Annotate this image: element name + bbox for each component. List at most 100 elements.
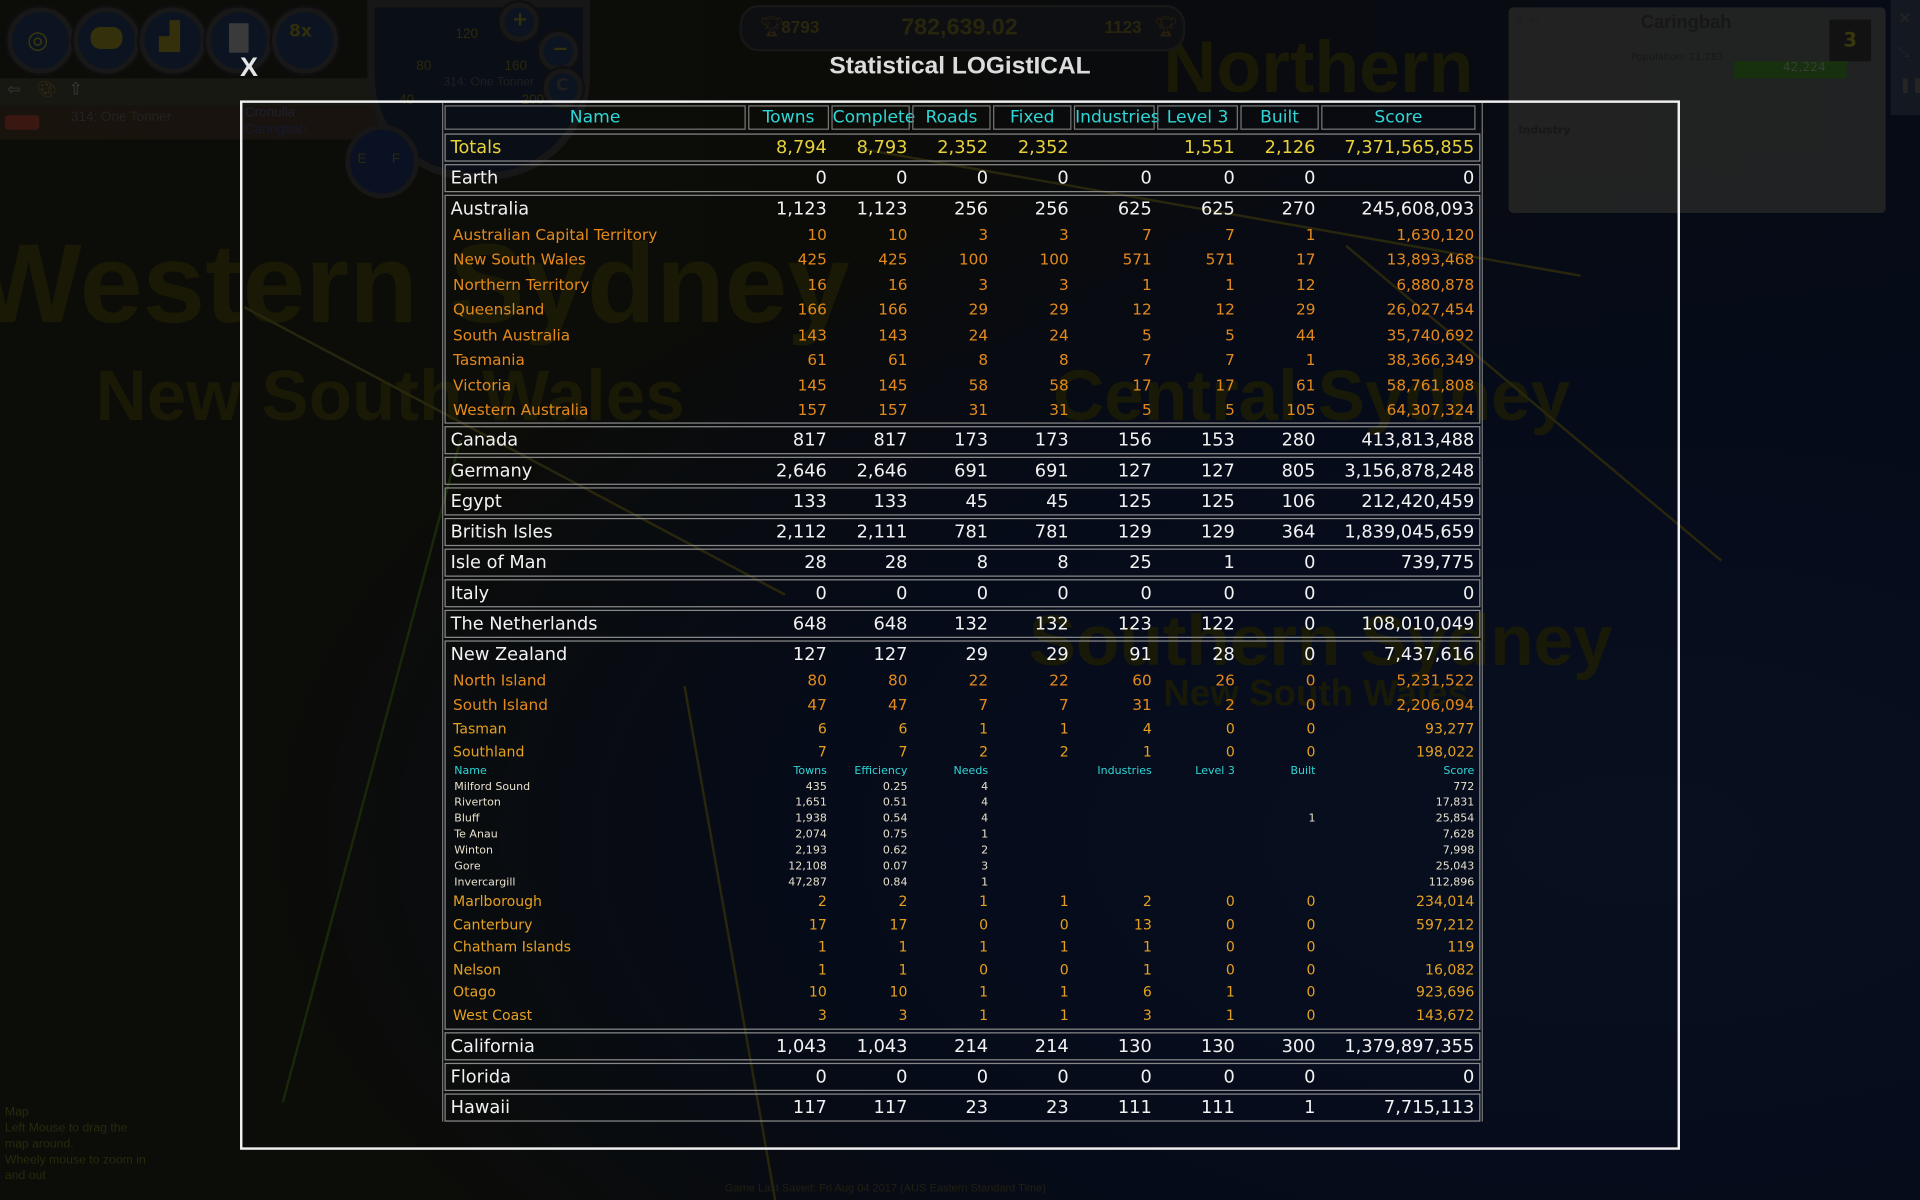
country-row[interactable]: New Zealand 127 127 29 29 91 28 0 7,437,616 xyxy=(446,642,1479,668)
region-row[interactable]: Western Australia 157 157 31 31 5 5 105 64,307,3… xyxy=(446,397,1479,422)
country-row[interactable]: The Netherlands 648 648 132 132 123 122 0 108,01… xyxy=(446,611,1479,637)
cell-name: Totals xyxy=(450,137,502,158)
column-header[interactable]: Built xyxy=(1240,105,1319,130)
close-dialog-button[interactable]: X xyxy=(240,51,258,83)
country-row[interactable]: Egypt 133 133 45 45 125 125 106 212,420,459 xyxy=(446,489,1479,515)
country-row[interactable]: British Isles 2,112 2,111 781 781 129 129 364 1,… xyxy=(446,519,1479,545)
zoom-in-button[interactable]: + xyxy=(499,2,539,42)
plus-icon: + xyxy=(511,7,529,31)
region-row[interactable]: Victoria 145 145 58 58 17 17 61 58,761,808 xyxy=(446,372,1479,397)
pause-icon[interactable]: ❚❚ xyxy=(1899,75,1920,94)
country-row[interactable]: Isle of Man 28 28 8 8 25 1 0 739,775 xyxy=(446,550,1479,576)
town-row[interactable]: Riverton 1,651 0.51 4 17,831 xyxy=(446,795,1479,811)
region-row[interactable]: Otago 10 10 1 1 6 1 0 923,696 xyxy=(446,981,1479,1004)
region-row[interactable]: Marlborough 2 2 1 1 2 0 0 234,014 xyxy=(446,890,1479,913)
region-row[interactable]: Australian Capital Territory 10 10 3 3 7 7 1 1,6… xyxy=(446,222,1479,247)
cell-roads: 1 xyxy=(979,892,989,911)
cell-built: 29 xyxy=(1296,300,1316,319)
cell-built: 17 xyxy=(1296,250,1316,269)
australia-group: Australia 1,123 1,123 256 256 625 625 270 245,60… xyxy=(444,194,1481,424)
region-row[interactable]: New South Wales 425 425 100 100 571 571 17 13,89… xyxy=(446,247,1479,272)
country-row[interactable]: Italy 0 0 0 0 0 0 0 0 xyxy=(446,580,1479,606)
cell-score: 16,082 xyxy=(1425,960,1475,979)
cell-towns: 3 xyxy=(817,1006,827,1024)
country-row[interactable]: Earth 0 0 0 0 0 0 0 0 xyxy=(446,165,1479,191)
region-row[interactable]: Nelson 1 1 0 0 1 0 0 16,082 xyxy=(446,958,1479,981)
cell-built: 0 xyxy=(1304,1067,1316,1087)
region-row[interactable]: South Australia 143 143 24 24 5 5 44 35,740,692 xyxy=(446,322,1479,347)
column-header[interactable]: Name xyxy=(444,105,746,130)
cell-name: Canterbury xyxy=(453,915,533,933)
cell-towns: 425 xyxy=(797,250,827,269)
palette-icon[interactable]: 🎨︎ xyxy=(36,80,57,100)
cell-roads: 3 xyxy=(978,275,989,294)
column-header[interactable]: Fixed xyxy=(993,105,1072,130)
cell-roads: 2 xyxy=(981,844,989,857)
up-arrow-icon[interactable]: ⇧ xyxy=(68,79,83,100)
finance-button[interactable]: ◎ xyxy=(7,7,74,74)
cell-towns: 1,651 xyxy=(795,796,827,809)
close-icon[interactable]: ✕ xyxy=(1897,9,1912,29)
town-row[interactable]: Invercargill 47,287 0.84 1 112,896 xyxy=(446,874,1479,890)
town-row[interactable]: Gore 12,108 0.07 3 25,043 xyxy=(446,858,1479,874)
help-line: and out xyxy=(4,1169,46,1183)
column-header[interactable]: Complete xyxy=(831,105,915,130)
region-row[interactable]: Chatham Islands 1 1 1 1 1 0 0 119 xyxy=(446,936,1479,959)
minus-icon: − xyxy=(552,36,569,61)
cell-level-3: 26 xyxy=(1215,670,1235,690)
cell-fixed: 1 xyxy=(1059,720,1069,738)
cell-name: Victoria xyxy=(453,375,512,394)
region-row[interactable]: Tasman 6 6 1 1 4 0 0 93,277 xyxy=(446,718,1479,741)
region-row[interactable]: West Coast 3 3 1 1 3 1 0 143,672 xyxy=(446,1003,1479,1026)
cell-built: 12 xyxy=(1296,275,1316,294)
region-row[interactable]: Queensland 166 166 29 29 12 12 29 26,027,454 xyxy=(446,297,1479,322)
region-row[interactable]: Canterbury 17 17 0 0 13 0 0 597,212 xyxy=(446,913,1479,936)
column-header[interactable]: Level 3 xyxy=(1157,105,1238,130)
cell-level-3: 5 xyxy=(1225,400,1235,420)
column-header[interactable]: Towns xyxy=(748,105,829,130)
country-row[interactable]: Canada 817 817 173 173 156 153 280 413,813,488 xyxy=(446,427,1479,453)
column-header[interactable]: Roads xyxy=(912,105,991,130)
town-row[interactable]: Te Anau 2,074 0.75 1 7,628 xyxy=(446,827,1479,843)
cell-score: 119 xyxy=(1447,938,1475,956)
country-row[interactable]: Australia 1,123 1,123 256 256 625 625 270 245,60… xyxy=(446,196,1479,222)
cell-level-3: 0 xyxy=(1225,960,1235,979)
column-header[interactable]: Score xyxy=(1321,105,1476,130)
minimize-icon[interactable]: ⤡ xyxy=(1897,44,1909,61)
cell-level-3: 1,551 xyxy=(1184,137,1235,158)
town-table-header[interactable]: Name Towns Efficiency Needs Industries Level … xyxy=(446,763,1479,779)
cell-towns: 0 xyxy=(815,583,827,604)
speed-button[interactable]: 8x xyxy=(271,7,338,74)
country-row[interactable]: Hawaii 117 117 23 23 111 111 1 7,715,113 xyxy=(446,1095,1479,1121)
town-row[interactable]: Winton 2,193 0.62 2 7,998 xyxy=(446,842,1479,858)
map-button[interactable] xyxy=(73,7,140,74)
cell-roads: 1 xyxy=(979,1006,989,1024)
cell-built: 1 xyxy=(1304,1097,1316,1118)
cell-score: 58,761,808 xyxy=(1386,375,1475,394)
country-group: Germany 2,646 2,646 691 691 127 127 805 3,156,87… xyxy=(444,456,1481,485)
region-row[interactable]: Southland 7 7 2 2 1 0 0 198,022 xyxy=(446,740,1479,763)
town-panel-close[interactable]: X ⇦ xyxy=(1513,12,1540,29)
industry-button[interactable]: ▟ xyxy=(139,7,206,74)
totals-row[interactable]: Totals 8,794 8,793 2,352 2,352 1,551 2,126 7,37… xyxy=(446,135,1479,161)
cell-level-3: 0 xyxy=(1225,720,1235,738)
country-group: Hawaii 117 117 23 23 111 111 1 7,715,113 xyxy=(444,1093,1481,1122)
region-row[interactable]: South Island 47 47 7 7 31 2 0 2,206,094 xyxy=(446,692,1479,717)
back-arrow-icon[interactable]: ⇦ xyxy=(7,80,21,100)
region-row[interactable]: North Island 80 80 22 22 60 26 0 5,231,522 xyxy=(446,667,1479,692)
fuel-empty-label: E xyxy=(357,151,367,167)
cell-fixed: 58 xyxy=(1049,375,1069,394)
town-row[interactable]: Milford Sound 435 0.25 4 772 xyxy=(446,779,1479,795)
cell-fixed: 173 xyxy=(1034,430,1069,451)
town-row[interactable]: Bluff 1,938 0.54 4 1 25,854 xyxy=(446,811,1479,827)
region-row[interactable]: Tasmania 61 61 8 8 7 7 1 38,366,349 xyxy=(446,347,1479,372)
contracts-button[interactable] xyxy=(205,7,272,74)
country-row[interactable]: Florida 0 0 0 0 0 0 0 0 xyxy=(446,1064,1479,1090)
country-row[interactable]: California 1,043 1,043 214 214 130 130 300 1,379… xyxy=(446,1033,1479,1059)
speed-tick: 80 xyxy=(416,58,432,74)
column-header[interactable]: Industries xyxy=(1073,105,1160,130)
region-row[interactable]: Northern Territory 16 16 3 3 1 1 12 6,880,878 xyxy=(446,272,1479,297)
cell-towns: 157 xyxy=(797,400,827,420)
fuel-gauge: E F xyxy=(345,124,419,199)
country-row[interactable]: Germany 2,646 2,646 691 691 127 127 805 3,156,87… xyxy=(446,458,1479,484)
